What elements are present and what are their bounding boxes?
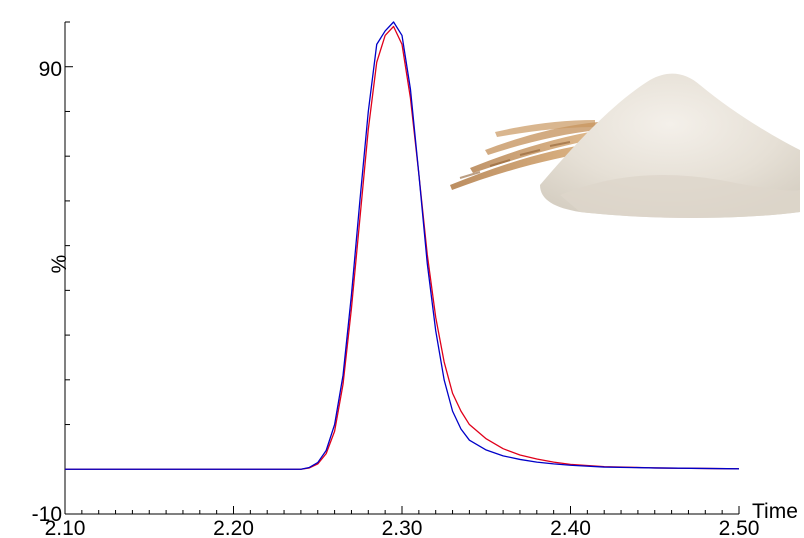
x-axis-title: Time [752,500,798,523]
x-tick-label: 2.50 [719,517,760,538]
x-tick-label: 2.30 [382,517,423,538]
y-tick-label: -10 [32,503,62,526]
x-tick-label: 2.10 [45,517,86,538]
series-layer [65,21,740,470]
x-tick-label: 2.20 [213,517,254,538]
flour-pile-icon [540,73,800,218]
y-tick-labels: -10 90 [32,58,62,526]
axes [64,21,740,515]
x-tick-label: 2.40 [550,517,591,538]
wheat-icon [450,120,603,190]
series-line-2 [65,21,740,470]
series-line-1 [65,25,740,470]
y-tick-label: 90 [39,58,62,81]
x-minor-ticks [64,506,740,514]
y-axis-title: % [48,255,71,274]
wheat-flour-image [450,73,800,218]
x-tick-labels: 2.10 2.20 2.30 2.40 2.50 [45,517,760,538]
